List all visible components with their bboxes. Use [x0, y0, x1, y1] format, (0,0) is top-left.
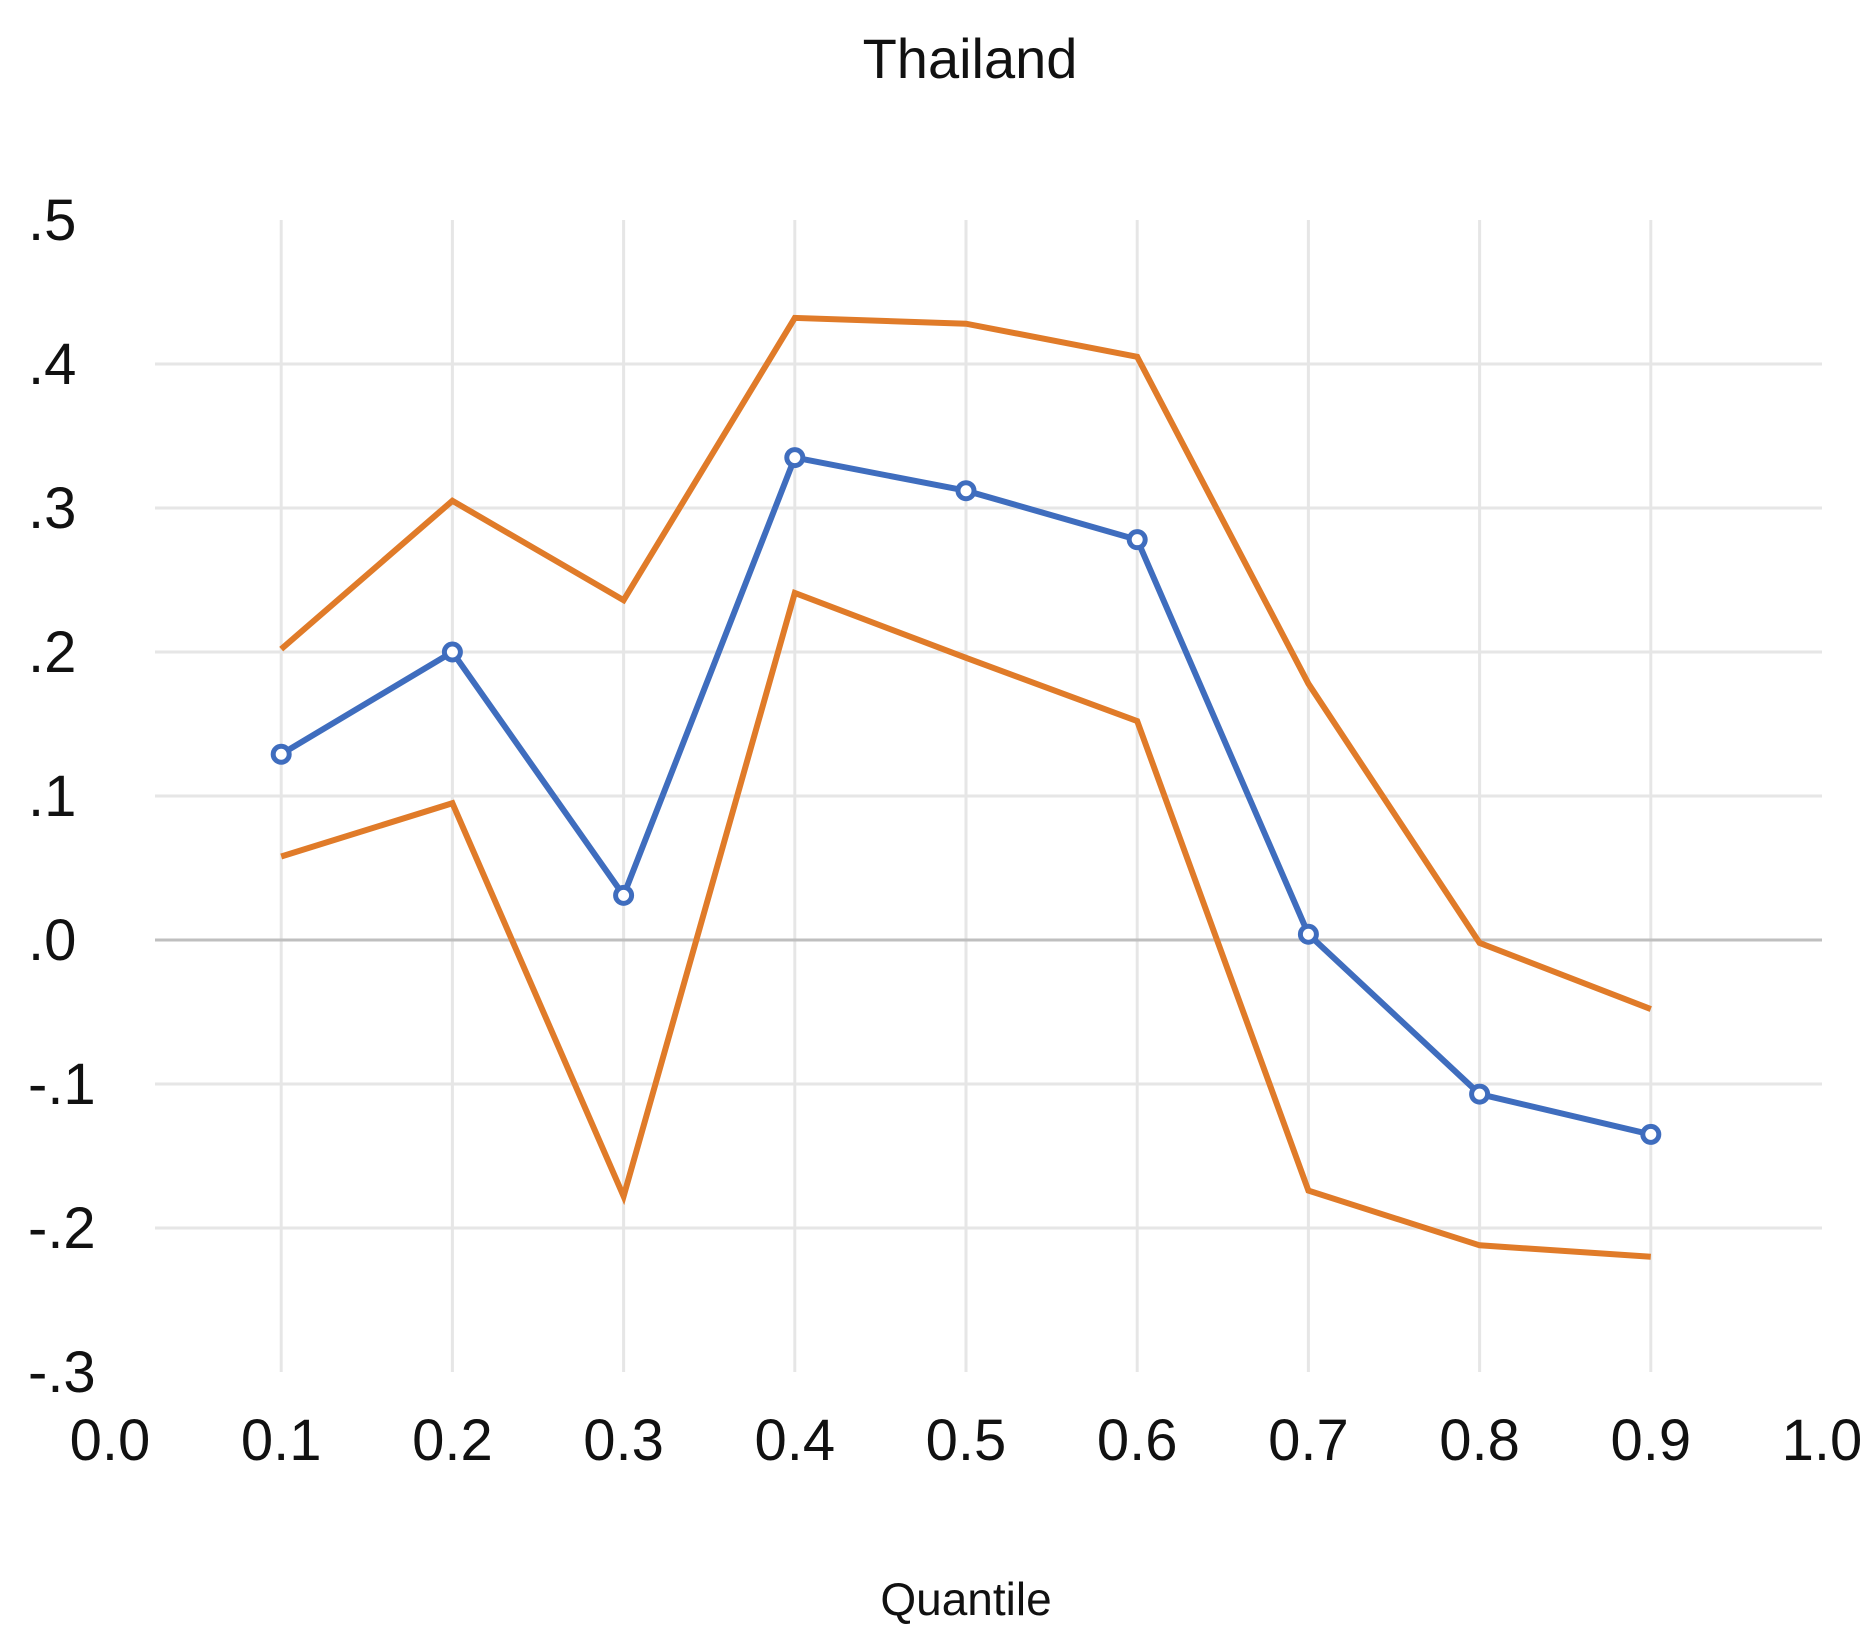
marker-layer — [270, 447, 1662, 1145]
y-tick-label: .4 — [28, 332, 76, 397]
x-tick-label: 0.7 — [1268, 1408, 1349, 1473]
series-point — [1126, 529, 1148, 551]
x-tick-label: 0.1 — [241, 1408, 322, 1473]
y-tick-label: -.2 — [28, 1196, 96, 1261]
series-point — [1297, 923, 1319, 945]
y-axis-ticks: .5 .4 .3 .2 .1 .0 -.1 -.2 -.3 — [28, 188, 96, 1405]
series-point — [613, 884, 635, 906]
series-point — [955, 480, 977, 502]
x-tick-label: 0.4 — [754, 1408, 835, 1473]
series-line-3 — [280, 589, 1652, 1260]
x-tick-label: 1.0 — [1782, 1408, 1863, 1473]
y-tick-label: .0 — [28, 908, 76, 973]
y-tick-label: -.3 — [28, 1340, 96, 1405]
y-tick-label: .2 — [28, 620, 76, 685]
x-tick-label: 0.6 — [1097, 1408, 1178, 1473]
x-tick-label: 0.3 — [583, 1408, 664, 1473]
series-point — [441, 641, 463, 663]
chart-title: Thailand — [863, 27, 1078, 90]
x-tick-label: 0.9 — [1610, 1408, 1691, 1473]
y-tick-label: .5 — [28, 188, 76, 253]
series-line-1 — [279, 314, 1652, 1012]
y-tick-label: -.1 — [28, 1052, 96, 1117]
y-tick-label: .1 — [28, 764, 76, 829]
x-tick-label: 0.0 — [70, 1408, 151, 1473]
y-tick-label: .3 — [28, 476, 76, 541]
x-axis-ticks: 0.0 0.1 0.2 0.3 0.4 0.5 0.6 0.7 0.8 0.9 1.0 — [70, 1408, 1863, 1473]
series-point — [784, 447, 806, 469]
series-point — [1640, 1123, 1662, 1145]
grid — [155, 220, 1822, 1372]
x-tick-label: 0.8 — [1439, 1408, 1520, 1473]
x-tick-label: 0.2 — [412, 1408, 493, 1473]
series-point — [270, 743, 292, 765]
series-point — [1469, 1083, 1491, 1105]
x-axis-title: Quantile — [880, 1573, 1051, 1625]
x-tick-label: 0.5 — [926, 1408, 1007, 1473]
